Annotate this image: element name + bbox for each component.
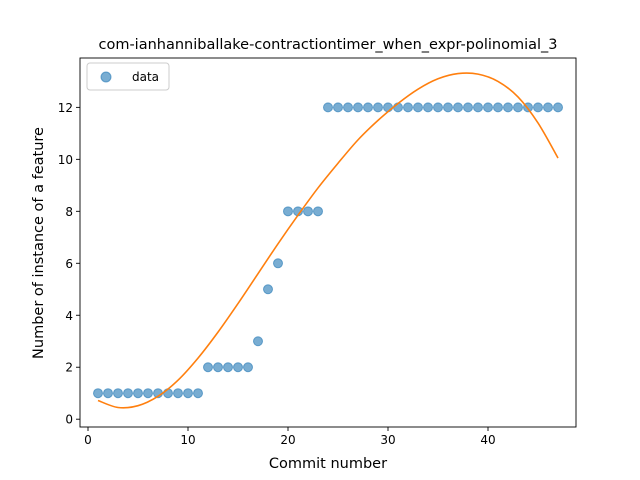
data-point (283, 206, 293, 217)
data-point (423, 102, 433, 113)
data-point (233, 362, 243, 373)
data-point (343, 102, 353, 113)
data-point (383, 102, 393, 113)
data-point (223, 362, 233, 373)
data-point (213, 362, 223, 373)
data-point (333, 102, 343, 113)
x-tick-label: 20 (280, 433, 295, 447)
data-point (313, 206, 323, 217)
x-tick-label: 10 (180, 433, 195, 447)
legend-marker-data (100, 71, 112, 83)
data-point (543, 102, 553, 113)
data-point (273, 258, 283, 269)
data-point (263, 284, 273, 295)
data-point (123, 388, 133, 399)
data-point (243, 362, 253, 373)
y-tick-label: 0 (65, 413, 73, 427)
y-tick-label: 10 (58, 153, 73, 167)
data-point (353, 102, 363, 113)
data-point (253, 336, 263, 347)
y-tick-label: 6 (65, 257, 73, 271)
data-point (533, 102, 543, 113)
x-tick-label: 40 (480, 433, 495, 447)
data-point (183, 388, 193, 399)
fit-line (97, 72, 559, 409)
data-point (373, 102, 383, 113)
data-point (143, 388, 153, 399)
x-axis-ticks: 0 10 20 30 40 (84, 427, 496, 447)
y-tick-label: 12 (58, 101, 73, 115)
x-tick-label: 0 (84, 433, 92, 447)
data-point (133, 388, 143, 399)
data-point (503, 102, 513, 113)
legend-label-data: data (132, 70, 159, 84)
data-point (303, 206, 313, 217)
data-point (103, 388, 113, 399)
x-tick-label: 30 (380, 433, 395, 447)
data-point (363, 102, 373, 113)
data-point (93, 388, 103, 399)
y-tick-label: 8 (65, 205, 73, 219)
data-point (473, 102, 483, 113)
data-point (403, 102, 413, 113)
data-point (193, 388, 203, 399)
y-tick-label: 4 (65, 309, 73, 323)
data-point (453, 102, 463, 113)
data-point (203, 362, 213, 373)
data-point (433, 102, 443, 113)
data-point (173, 388, 183, 399)
data-point (513, 102, 523, 113)
data-point (413, 102, 423, 113)
chart-title: com-ianhanniballake-contractiontimer_whe… (98, 37, 557, 53)
data-point (443, 102, 453, 113)
data-point (113, 388, 123, 399)
legend-box (86, 62, 170, 91)
y-axis-label: Number of instance of a feature (31, 127, 47, 359)
x-axis-label: Commit number (269, 456, 387, 472)
y-tick-label: 2 (65, 361, 73, 375)
data-point (553, 102, 563, 113)
data-point (463, 102, 473, 113)
data-point (323, 102, 333, 113)
axes-frame (79, 57, 577, 428)
data-point (483, 102, 493, 113)
plot-area (79, 57, 577, 428)
legend: data (86, 62, 170, 91)
y-axis-ticks: 0 2 4 6 8 10 12 (58, 101, 80, 427)
data-point (493, 102, 503, 113)
